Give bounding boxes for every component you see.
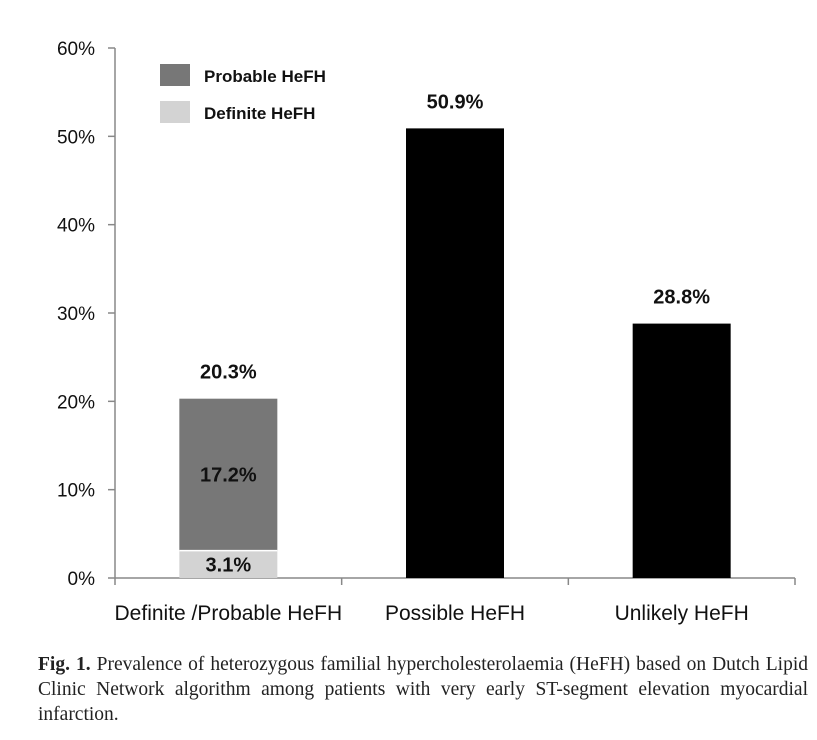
bar-chart: 0% 10% 20% 30% 40% 50% 60% 3.1% 17.2% 20.3% Defini… (57, 39, 796, 625)
y-tick-label: 40% (57, 216, 95, 237)
y-tick-label: 60% (57, 39, 95, 60)
figure-caption: Fig. 1. Prevalence of heterozygous famil… (38, 652, 808, 727)
y-tick-label: 30% (57, 304, 95, 325)
y-tick-label: 20% (57, 392, 95, 413)
bar-total-label: 28.8% (653, 287, 710, 309)
x-category-label: Possible HeFH (385, 602, 525, 625)
y-tick-label: 10% (57, 481, 95, 502)
bar-total-label: 50.9% (427, 91, 484, 113)
x-category-label: Definite /Probable HeFH (115, 602, 343, 625)
bar-segment (179, 550, 278, 578)
bar-total-label: 20.3% (200, 362, 257, 384)
legend-label: Definite HeFH (204, 104, 315, 123)
caption-label: Fig. 1. (38, 654, 91, 675)
bar-segment (632, 323, 731, 578)
caption-text: Prevalence of heterozygous familial hype… (38, 654, 808, 725)
y-tick-label: 50% (57, 127, 95, 148)
legend-swatch (160, 64, 190, 86)
x-category-label: Unlikely HeFH (615, 602, 749, 625)
segment-value-label: 3.1% (206, 554, 252, 576)
segment-value-label: 17.2% (200, 465, 257, 487)
legend-swatch (160, 101, 190, 123)
bar-segment (406, 128, 504, 578)
bar-segment (179, 398, 278, 551)
y-tick-label: 0% (68, 569, 96, 590)
legend-label: Probable HeFH (204, 67, 326, 86)
